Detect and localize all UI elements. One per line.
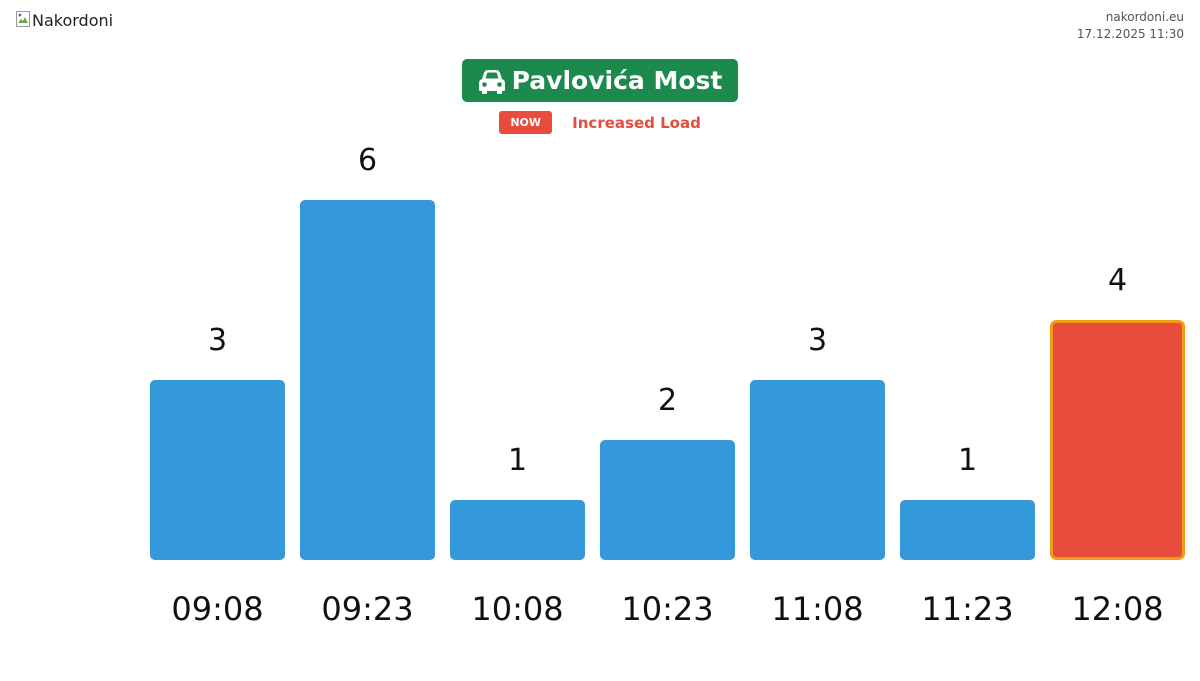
status-row: NOW Increased Load (0, 111, 1200, 134)
bar-value-label: 6 (358, 143, 377, 178)
title-wrap: Pavlovića Most (0, 59, 1200, 102)
logo[interactable]: Nakordoni (16, 10, 114, 30)
bar-value-label: 2 (658, 383, 677, 418)
bar-value-label: 4 (1108, 263, 1127, 298)
bar-10:23 (600, 440, 735, 560)
logo-alt-text: Nakordoni (32, 11, 114, 30)
bar-value-label: 1 (958, 443, 977, 478)
bar-09:08 (150, 380, 285, 560)
x-tick-label: 10:08 (471, 590, 563, 628)
x-tick-label: 10:23 (621, 590, 713, 628)
bar-value-label: 3 (208, 323, 227, 358)
x-tick-label: 12:08 (1071, 590, 1163, 628)
timestamp: 17.12.2025 11:30 (1076, 27, 1184, 41)
bar-09:23 (300, 200, 435, 560)
bar-value-label: 1 (508, 443, 527, 478)
bar-11:08 (750, 380, 885, 560)
x-tick-label: 11:08 (771, 590, 863, 628)
now-badge: NOW (499, 111, 553, 134)
site-domain: nakordoni.eu (1105, 10, 1184, 24)
crossing-title: Pavlovića Most (511, 66, 723, 95)
crossing-title-badge: Pavlovića Most (461, 59, 739, 102)
x-tick-label: 09:23 (321, 590, 413, 628)
x-tick-label: 09:08 (171, 590, 263, 628)
site-meta: nakordoni.eu 17.12.2025 11:30 (1077, 9, 1184, 43)
bar-11:23 (900, 500, 1035, 560)
status-text: Increased Load (572, 113, 701, 132)
bar-12:08 (1050, 320, 1185, 560)
bar-value-label: 3 (808, 323, 827, 358)
car-icon (478, 69, 505, 94)
bar-10:08 (450, 500, 585, 560)
x-tick-label: 11:23 (921, 590, 1013, 628)
broken-image-icon (16, 10, 30, 27)
